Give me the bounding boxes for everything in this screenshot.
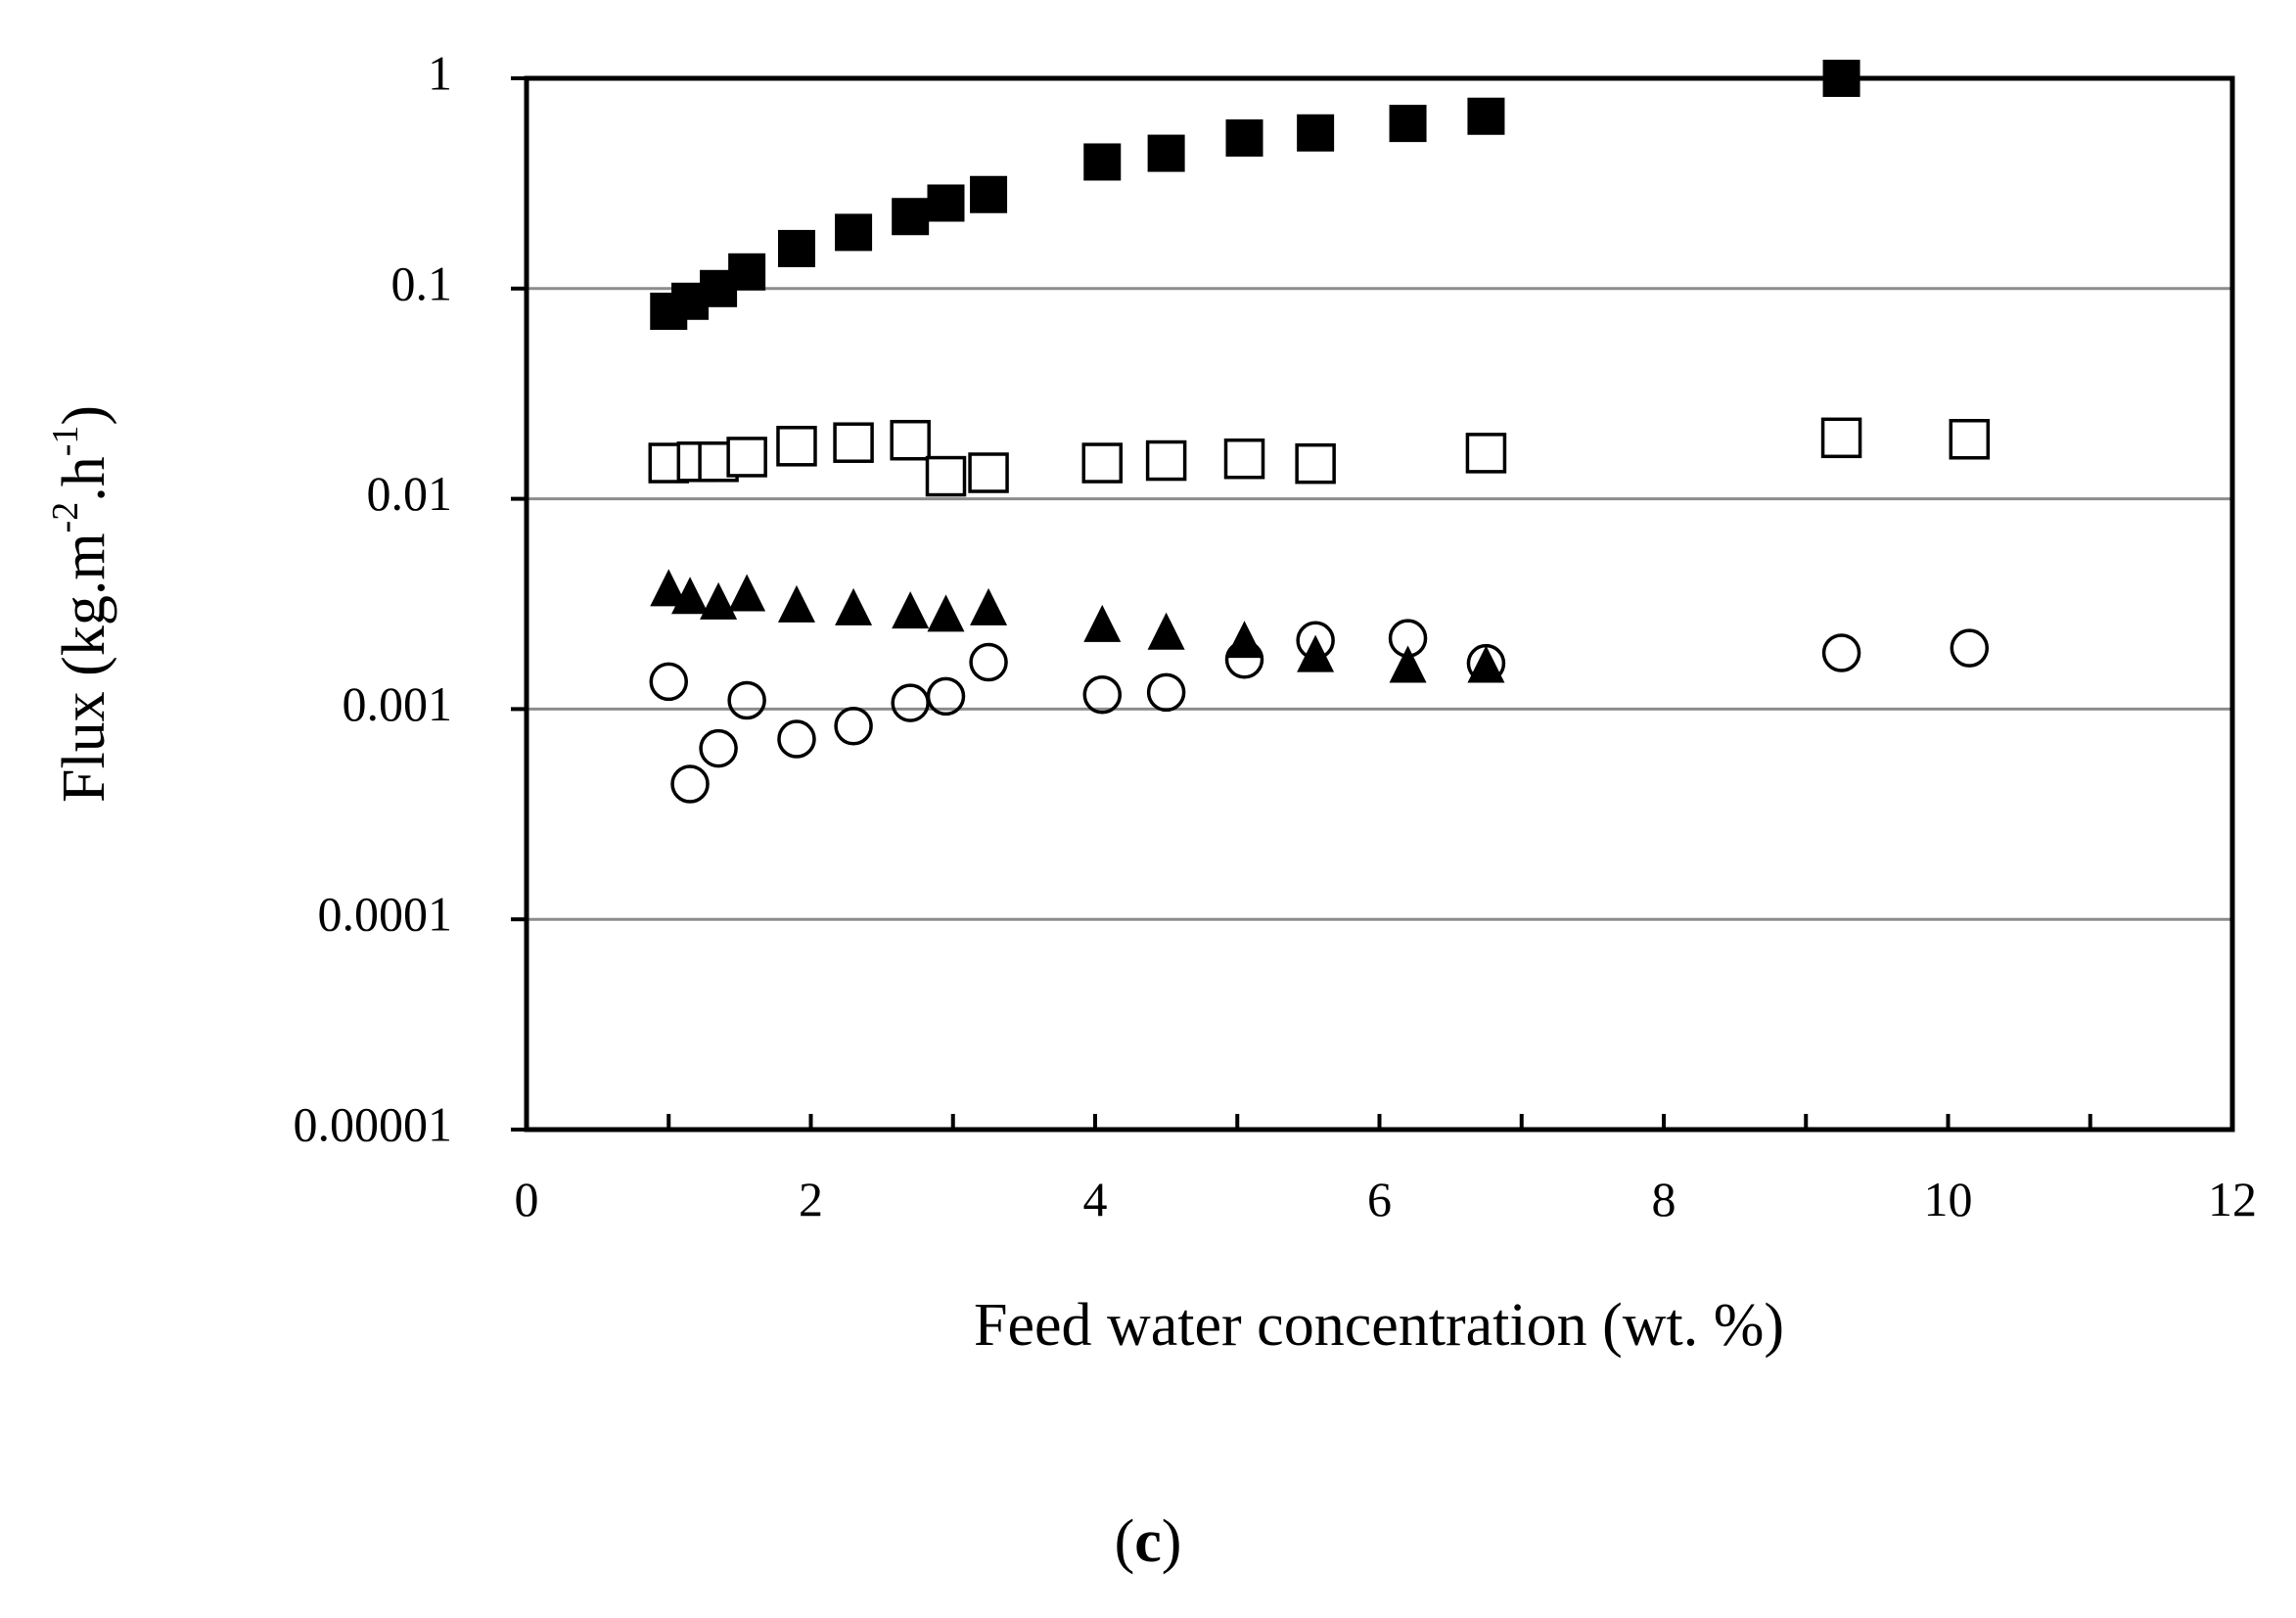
y-label-end: ) xyxy=(51,405,117,426)
panel-label-open: ( xyxy=(1115,1508,1135,1575)
point-filled-triangle xyxy=(650,569,688,607)
point-open-circle xyxy=(1388,619,1428,658)
y-label-main: Flux (kg.m xyxy=(51,532,117,803)
y-tick-label: 0.01 xyxy=(367,466,453,521)
point-open-circle xyxy=(699,728,738,768)
point-open-circle xyxy=(1224,640,1264,679)
x-tick-label: 10 xyxy=(1924,1172,1973,1226)
point-open-circle xyxy=(1821,633,1861,672)
point-open-circle xyxy=(926,676,966,717)
y-label-mid: .h xyxy=(51,456,117,502)
point-open-square xyxy=(890,419,931,461)
point-filled-square xyxy=(728,253,766,291)
point-filled-triangle xyxy=(671,577,710,615)
x-tick-label: 6 xyxy=(1367,1172,1392,1226)
point-open-circle xyxy=(969,642,1008,682)
point-open-circle xyxy=(1146,672,1186,713)
point-filled-triangle xyxy=(1225,621,1263,659)
point-open-square xyxy=(1820,417,1862,459)
point-filled-triangle xyxy=(970,587,1008,625)
point-open-circle xyxy=(649,662,688,702)
point-filled-square xyxy=(1297,114,1335,152)
data-points xyxy=(648,60,1991,804)
point-filled-triangle xyxy=(1147,612,1185,650)
grid-lines xyxy=(527,287,2232,921)
point-filled-triangle xyxy=(892,591,930,629)
point-filled-square xyxy=(1083,143,1122,181)
point-filled-square xyxy=(970,175,1008,213)
point-filled-square xyxy=(927,184,965,222)
y-tick-label: 0.0001 xyxy=(318,887,453,942)
point-open-circle xyxy=(727,680,766,720)
y-tick-label: 0.001 xyxy=(343,676,453,731)
point-open-square xyxy=(1295,442,1336,485)
point-open-circle xyxy=(891,683,930,722)
y-label-sup-2: -1 xyxy=(45,426,86,457)
point-filled-triangle xyxy=(1389,645,1427,683)
point-filled-triangle xyxy=(927,594,965,632)
point-open-square xyxy=(925,455,967,497)
point-filled-triangle xyxy=(700,581,738,620)
point-filled-square xyxy=(1225,119,1263,158)
x-tick-label: 0 xyxy=(515,1172,539,1226)
x-tick-label: 12 xyxy=(2208,1172,2257,1226)
y-label-sup-1: -2 xyxy=(45,502,86,533)
point-open-square xyxy=(1081,442,1124,484)
point-open-circle xyxy=(1296,621,1335,661)
point-open-square xyxy=(1465,433,1507,474)
point-open-circle xyxy=(834,707,873,746)
y-axis-label: Flux (kg.m-2.h-1) xyxy=(45,405,118,803)
point-open-circle xyxy=(1082,675,1123,715)
point-open-square xyxy=(968,452,1009,493)
x-tick-label: 2 xyxy=(799,1172,823,1226)
point-filled-square xyxy=(835,213,873,252)
y-tick-label: 0.00001 xyxy=(294,1096,453,1151)
x-tick-label: 4 xyxy=(1083,1172,1108,1226)
panel-label-letter: c xyxy=(1134,1508,1162,1575)
point-filled-square xyxy=(892,198,930,236)
point-open-circle xyxy=(670,764,710,804)
point-open-square xyxy=(776,426,817,467)
point-open-square xyxy=(1223,438,1265,480)
panel-label: (c) xyxy=(1115,1508,1182,1575)
x-axis-label: Feed water concentration (wt. %) xyxy=(974,1292,1784,1359)
point-filled-triangle xyxy=(1297,634,1335,672)
point-open-square xyxy=(1949,418,1991,460)
point-filled-square xyxy=(1389,105,1427,143)
point-filled-triangle xyxy=(835,587,873,625)
point-open-square xyxy=(833,422,874,463)
point-open-circle xyxy=(777,719,816,759)
y-tick-label: 1 xyxy=(428,45,452,100)
x-tick-label: 8 xyxy=(1652,1172,1676,1226)
panel-label-close: ) xyxy=(1162,1508,1182,1575)
y-tick-label: 0.1 xyxy=(391,255,453,310)
point-open-circle xyxy=(1466,643,1506,683)
point-filled-triangle xyxy=(1467,645,1505,683)
point-filled-square xyxy=(777,229,815,267)
y-axis-ticks: 0.00001 0.0001 0.001 0.01 0.1 1 xyxy=(294,45,527,1151)
point-filled-triangle xyxy=(777,584,815,623)
point-open-square xyxy=(1145,439,1187,482)
point-filled-square xyxy=(1467,97,1505,135)
x-axis-ticks: 0 2 4 6 8 10 12 xyxy=(515,1114,2257,1226)
point-open-square xyxy=(726,437,767,478)
point-filled-triangle xyxy=(1083,604,1122,642)
point-open-circle xyxy=(1950,628,1990,668)
point-filled-square xyxy=(1147,134,1185,172)
point-filled-triangle xyxy=(728,574,766,612)
